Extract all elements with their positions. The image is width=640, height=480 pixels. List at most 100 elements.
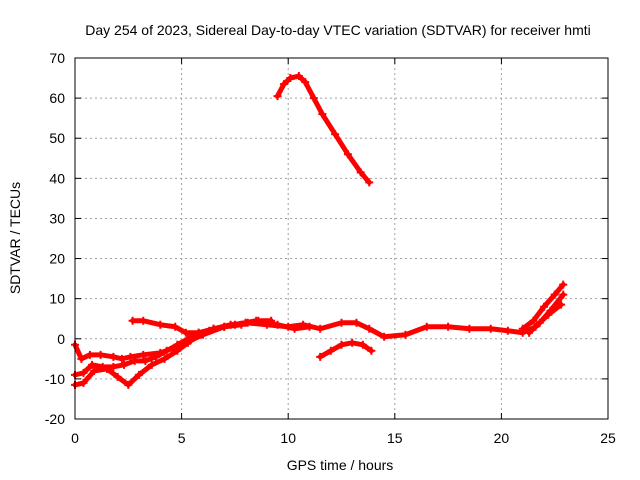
y-tick-label: 40 [49, 170, 65, 186]
series-track-high [273, 72, 374, 187]
series-track-early [128, 316, 276, 337]
y-tick-label: 0 [57, 331, 65, 347]
data-point [273, 92, 282, 101]
y-tick-label: 60 [49, 90, 65, 106]
data-point [290, 324, 299, 333]
data-point [90, 366, 99, 375]
data-point [162, 346, 171, 355]
x-tick-label: 5 [178, 430, 186, 446]
series-line [526, 292, 566, 336]
data-point [380, 332, 389, 341]
data-point [422, 322, 431, 331]
data-point [352, 318, 361, 327]
data-point [267, 316, 276, 325]
data-point [183, 334, 192, 343]
data-point [356, 168, 365, 177]
data-point [152, 352, 161, 361]
data-point [109, 362, 118, 371]
data-point [124, 380, 133, 389]
data-point [181, 328, 190, 337]
data-points [71, 72, 568, 389]
data-point [465, 324, 474, 333]
chart-title: Day 254 of 2023, Sidereal Day-to-day VTE… [85, 22, 591, 38]
data-point [331, 130, 340, 139]
data-point [79, 368, 88, 377]
data-point [486, 324, 495, 333]
y-tick-label: -10 [45, 371, 65, 387]
data-point [367, 346, 376, 355]
data-point [305, 322, 314, 331]
x-tick-label: 25 [600, 430, 616, 446]
x-tick-label: 15 [387, 430, 403, 446]
data-point [237, 320, 246, 329]
data-point [120, 360, 129, 369]
data-point [130, 356, 139, 365]
data-point [98, 362, 107, 371]
data-point [77, 354, 86, 363]
x-tick-label: 10 [280, 430, 296, 446]
plot-area: 0 5 10 15 20 25 -20 -10 0 10 20 30 40 50 60 70 [45, 50, 616, 446]
y-tick-label: 30 [49, 210, 65, 226]
data-point [348, 338, 357, 347]
series-track-end-2 [525, 290, 568, 337]
data-point [156, 320, 165, 329]
data-point [444, 322, 453, 331]
series-line [317, 340, 374, 360]
data-point [518, 324, 527, 333]
data-point [540, 302, 549, 311]
data-point [173, 340, 182, 349]
data-point [546, 306, 555, 315]
x-axis-label: GPS time / hours [287, 457, 394, 473]
data-point [109, 352, 118, 361]
y-tick-label: 10 [49, 291, 65, 307]
data-point [559, 280, 568, 289]
data-point [316, 324, 325, 333]
axis-ticks: 0 5 10 15 20 25 -20 -10 0 10 20 30 40 50 60 70 [45, 50, 616, 446]
data-point [301, 78, 310, 87]
data-point [254, 316, 263, 325]
series-track-low-2 [316, 338, 376, 361]
grid-lines [75, 58, 608, 419]
data-point [141, 356, 150, 365]
data-point [134, 370, 143, 379]
data-point [279, 80, 288, 89]
data-point [294, 72, 303, 81]
data-point [326, 346, 335, 355]
data-point [117, 354, 126, 363]
data-point [525, 328, 534, 337]
data-point [529, 316, 538, 325]
data-point [194, 328, 203, 337]
data-point [318, 110, 327, 119]
plot-border [74, 57, 609, 420]
y-tick-label: 70 [49, 50, 65, 66]
data-point [365, 324, 374, 333]
data-point [147, 360, 156, 369]
data-point [309, 94, 318, 103]
data-point [79, 378, 88, 387]
data-point [128, 316, 137, 325]
data-point [88, 360, 97, 369]
data-point [286, 74, 295, 83]
data-point [126, 352, 135, 361]
data-point [139, 350, 148, 359]
data-point [205, 326, 214, 335]
data-point [559, 290, 568, 299]
data-point [365, 178, 374, 187]
y-axis-label: SDTVAR / TECUs [7, 182, 23, 294]
data-point [401, 330, 410, 339]
data-point [550, 290, 559, 299]
data-point [139, 316, 148, 325]
data-point [316, 352, 325, 361]
x-tick-label: 0 [71, 430, 79, 446]
data-point [535, 318, 544, 327]
series-track-end [518, 280, 568, 333]
data-point [113, 372, 122, 381]
data-point [337, 340, 346, 349]
data-point [343, 150, 352, 159]
data-point [358, 340, 367, 349]
data-point [220, 322, 229, 331]
data-point [273, 320, 282, 329]
data-point [85, 350, 94, 359]
y-tick-label: 50 [49, 130, 65, 146]
